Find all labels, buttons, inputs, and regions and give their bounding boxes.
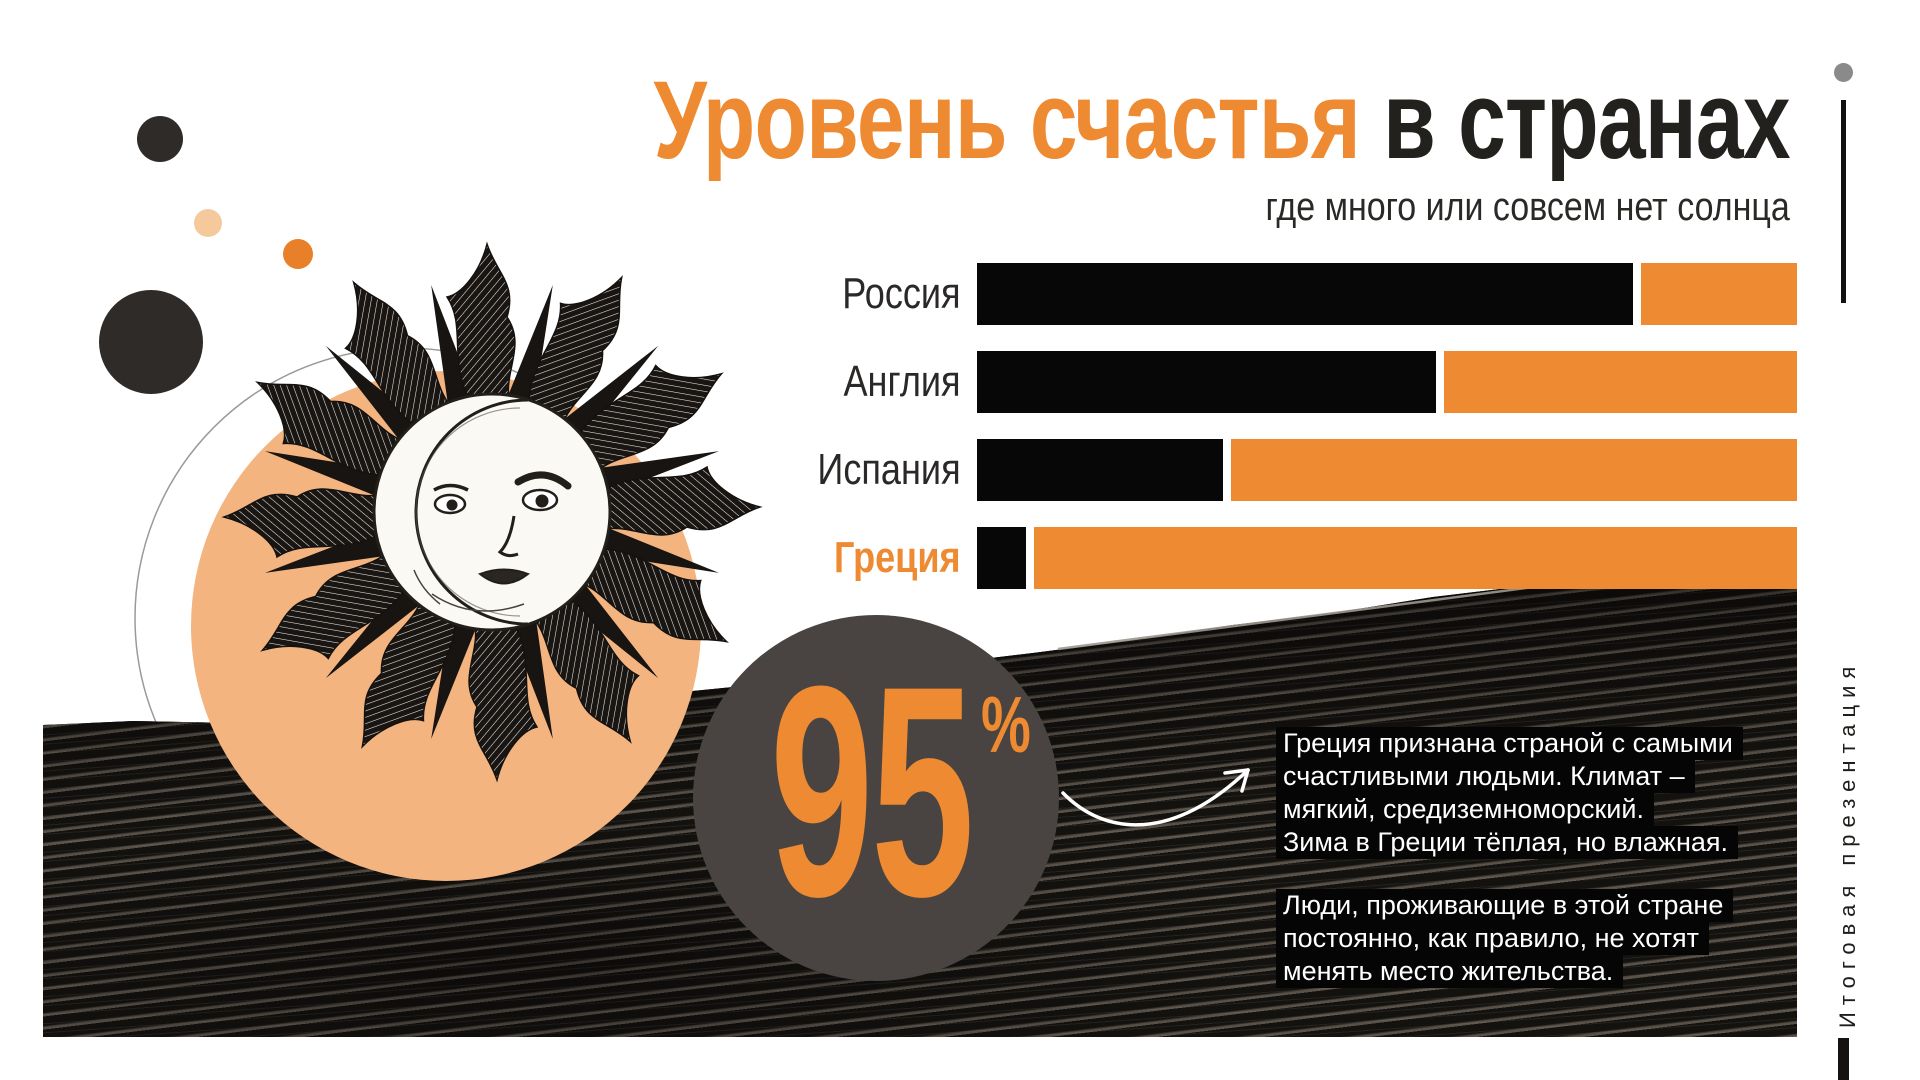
bar-track bbox=[977, 439, 1797, 501]
page-subtitle: где много или совсем нет солнца bbox=[1265, 185, 1790, 229]
bar-segment-orange bbox=[1641, 263, 1797, 325]
bar-track bbox=[977, 351, 1797, 413]
decor-dot-dark-big bbox=[99, 290, 203, 394]
note-line: Зима в Греции тёплая, но влажная. bbox=[1276, 826, 1796, 859]
greece-note: Греция признана страной с самыми счастли… bbox=[1276, 727, 1796, 988]
note-line-text: Греция признана страной с самыми bbox=[1276, 727, 1743, 760]
note-line-text: менять место жительства. bbox=[1276, 955, 1624, 988]
note-line: счастливыми людьми. Климат – bbox=[1276, 760, 1796, 793]
note-line-text: счастливыми людьми. Климат – bbox=[1276, 760, 1695, 793]
bar-row-england: Англия bbox=[767, 351, 1797, 413]
bar-row-russia: Россия bbox=[767, 263, 1797, 325]
bar-label: Англия bbox=[843, 357, 961, 406]
callout-value: 95 bbox=[770, 623, 974, 959]
bar-track bbox=[977, 527, 1797, 589]
bar-segment-black bbox=[977, 439, 1223, 501]
rail-bottom-tick bbox=[1838, 1038, 1849, 1080]
bar-segment-orange bbox=[1231, 439, 1797, 501]
title-accent: Уровень счастья bbox=[653, 59, 1361, 182]
decor-dot-orange bbox=[283, 239, 313, 269]
callout-percent-sign: % bbox=[981, 680, 1031, 769]
face-features bbox=[413, 471, 572, 612]
note-line: Греция признана страной с самыми bbox=[1276, 727, 1796, 760]
crescent-shade bbox=[415, 407, 521, 617]
note-line: менять место жительства. bbox=[1276, 955, 1796, 988]
rail-gray-dot bbox=[1834, 63, 1853, 82]
bar-row-spain: Испания bbox=[767, 439, 1797, 501]
bar-label: Россия bbox=[842, 269, 961, 318]
callout-circle: 95 % bbox=[693, 615, 1059, 981]
bar-label: Греция bbox=[833, 533, 961, 582]
bar-segment-black bbox=[977, 263, 1633, 325]
bar-track bbox=[977, 263, 1797, 325]
sun-face bbox=[372, 392, 612, 632]
rail-vertical-line bbox=[1841, 100, 1846, 303]
note-line: Люди, проживающие в этой стране bbox=[1276, 889, 1796, 922]
bar-label: Испания bbox=[817, 445, 961, 494]
bar-row-greece: Греция bbox=[767, 527, 1797, 589]
bar-segment-black bbox=[977, 351, 1437, 413]
note-line: постоянно, как правило, не хотят bbox=[1276, 922, 1796, 955]
page-title: Уровень счастья в странах bbox=[654, 66, 1791, 176]
happiness-bar-chart: Россия Англия Испания Греция bbox=[767, 263, 1797, 615]
paragraph-gap bbox=[1276, 859, 1796, 889]
title-dark: в странах bbox=[1383, 59, 1790, 182]
bar-segment-orange bbox=[1034, 527, 1797, 589]
sun-spike-rays bbox=[265, 285, 719, 739]
note-line: мягкий, средиземноморский. bbox=[1276, 793, 1796, 826]
note-line-text: мягкий, средиземноморский. bbox=[1276, 793, 1654, 826]
note-line-text: Зима в Греции тёплая, но влажная. bbox=[1276, 826, 1739, 859]
bar-segment-orange bbox=[1444, 351, 1797, 413]
note-line-text: постоянно, как правило, не хотят bbox=[1276, 922, 1709, 955]
decor-dot-peach bbox=[194, 209, 222, 237]
decor-dot-dark-small bbox=[137, 116, 183, 162]
note-line-text: Люди, проживающие в этой стране bbox=[1276, 889, 1734, 922]
moon-crescent-line bbox=[414, 398, 529, 626]
side-caption: Итоговая презентация bbox=[1835, 659, 1860, 1028]
bar-segment-black bbox=[977, 527, 1027, 589]
